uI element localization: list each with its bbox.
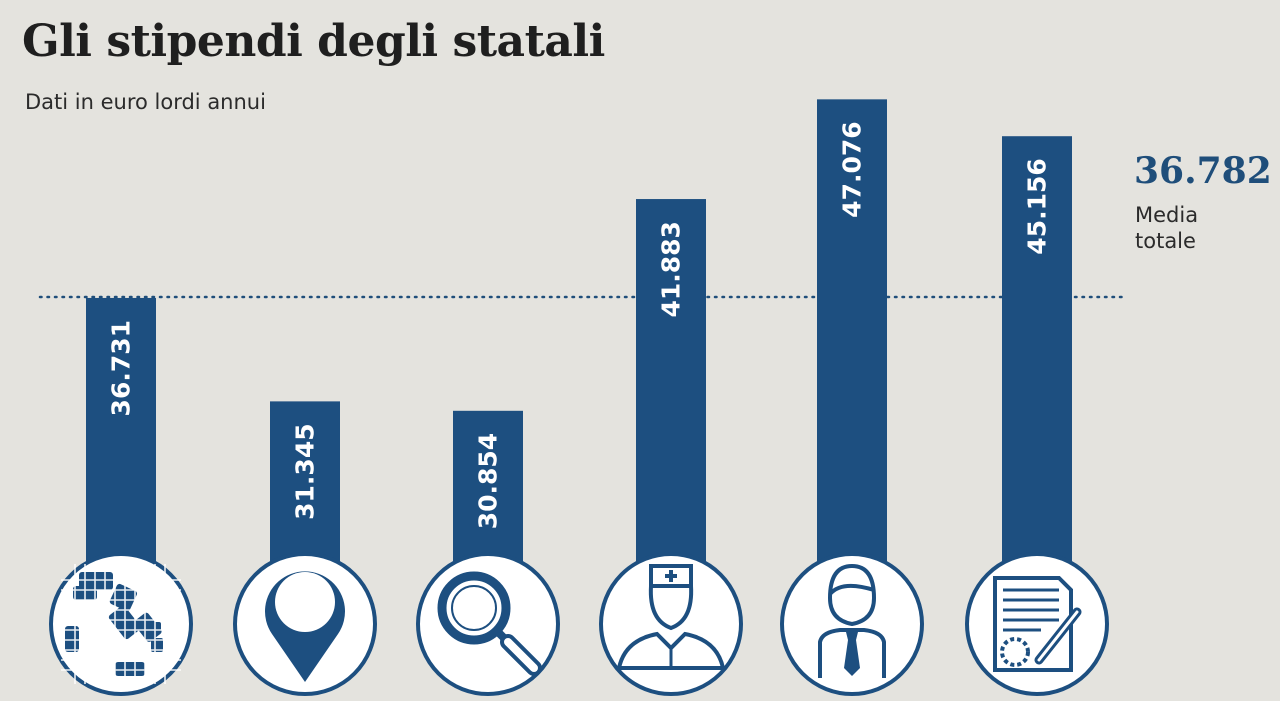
chart-title: Gli stipendi degli statali — [22, 16, 605, 67]
bar-5 — [817, 99, 887, 601]
document-signature-icon — [965, 552, 1109, 696]
bar-value-label-2: 31.345 — [291, 423, 320, 519]
italy-map-icon — [49, 552, 193, 696]
average-caption: Media totale — [1135, 203, 1199, 253]
average-value: 36.782 — [1134, 150, 1272, 192]
bar-value-label-4: 41.883 — [657, 221, 686, 317]
bar-6 — [1002, 136, 1072, 600]
bar-value-label-6: 45.156 — [1023, 158, 1052, 254]
bar-value-label-3: 30.854 — [474, 433, 503, 529]
bar-4 — [636, 199, 706, 601]
chart-subtitle: Dati in euro lordi annui — [25, 90, 266, 114]
bar-value-label-1: 36.731 — [107, 320, 136, 416]
magnifier-icon — [416, 552, 560, 696]
bar-1 — [86, 297, 156, 600]
bars-group: 36.731 31.345 30.854 41.883 47.076 45.156 — [86, 99, 1072, 601]
location-pin-icon — [233, 552, 377, 696]
businessman-icon — [780, 552, 924, 696]
nurse-icon — [599, 552, 743, 696]
bar-value-label-5: 47.076 — [838, 121, 867, 217]
category-icons — [49, 552, 1109, 696]
